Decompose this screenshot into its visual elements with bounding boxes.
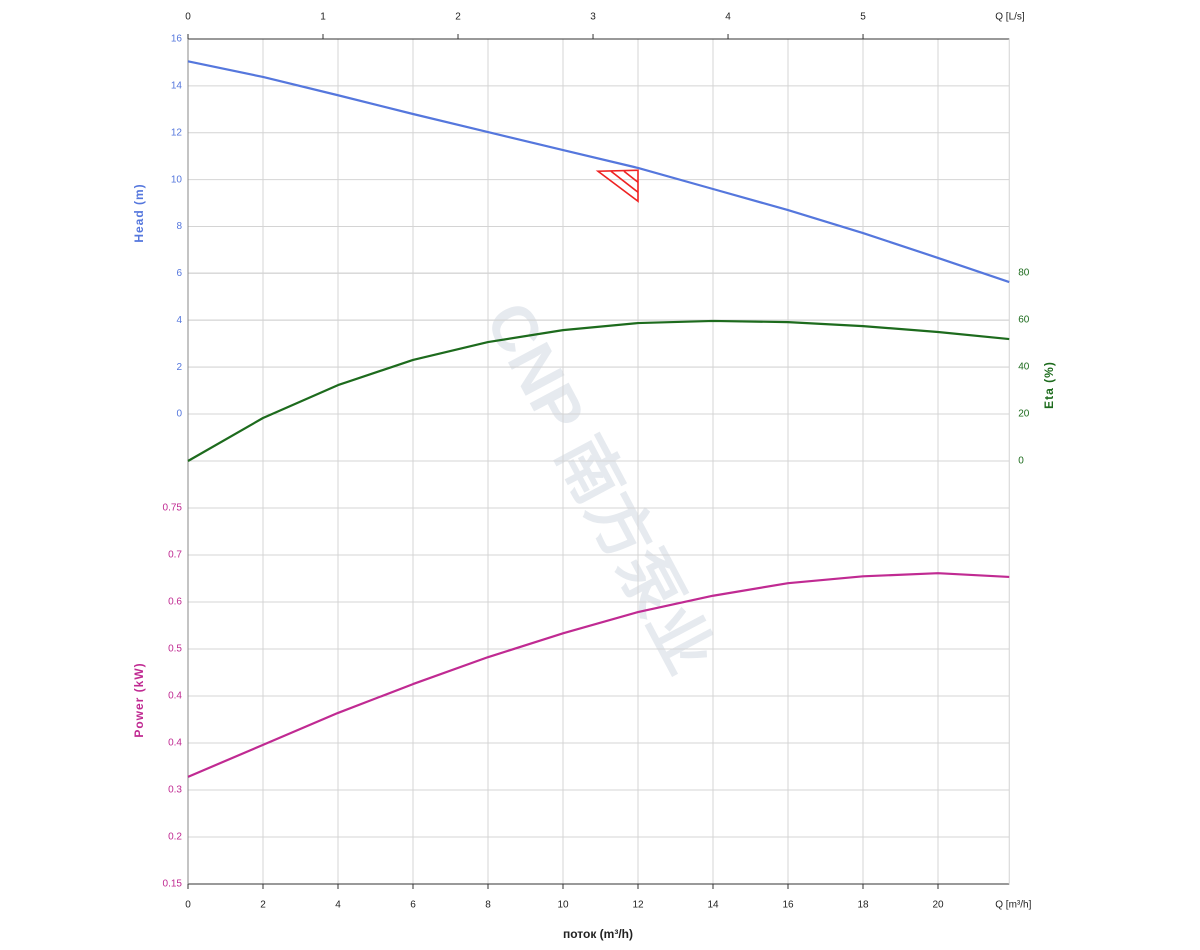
- x-tick-label: 16: [782, 900, 794, 911]
- y-tick-label: 60: [1018, 315, 1030, 326]
- x-tick-label: 10: [557, 900, 569, 911]
- x-tick-label: 12: [632, 900, 644, 911]
- y-tick-label: 20: [1018, 409, 1030, 420]
- x-tick-label: 8: [485, 900, 491, 911]
- x2-unit: Q [L/s]: [995, 12, 1025, 23]
- curve: [187, 319, 1010, 462]
- x-unit: Q [m³/h]: [995, 900, 1031, 911]
- y-tick-label: 2: [176, 362, 182, 373]
- duty-marker-part: [610, 170, 639, 193]
- y-tick-label: 0.7: [168, 550, 182, 561]
- y-tick-label: 0.3: [168, 785, 182, 796]
- x-tick-label: 18: [857, 900, 869, 911]
- x2-tick-label: 4: [725, 12, 731, 23]
- x2-tick-label: 1: [320, 12, 326, 23]
- y-tick-label: 8: [176, 221, 182, 232]
- axis-title: Power (kW): [132, 662, 146, 737]
- x-axis-title: поток (m³/h): [563, 927, 633, 941]
- x2-tick-label: 0: [185, 12, 191, 23]
- y-tick-label: 10: [171, 174, 183, 185]
- duty-point: [595, 169, 639, 203]
- axis-title: Head (m): [132, 183, 146, 242]
- x2-tick-label: 3: [590, 12, 596, 23]
- x2-tick-label: 2: [455, 12, 461, 23]
- curve: [187, 60, 1010, 284]
- duty-marker-part: [623, 170, 639, 183]
- y-tick-label: 80: [1018, 268, 1030, 279]
- watermark: CNP 南方泵业: [472, 291, 727, 685]
- duty-marker-part: [595, 169, 639, 203]
- y-tick-label: 16: [171, 34, 183, 45]
- y-tick-label: 0: [176, 409, 182, 420]
- y-tick-label: 4: [176, 315, 182, 326]
- x-tick-label: 20: [932, 900, 944, 911]
- x2-tick-label: 5: [860, 12, 866, 23]
- x-tick-label: 14: [707, 900, 719, 911]
- y-tick-label: 40: [1018, 362, 1030, 373]
- y-tick-label: 0.6: [168, 597, 182, 608]
- y-tick-label: 14: [171, 81, 183, 92]
- y-tick-label: 0.4: [168, 738, 182, 749]
- y-tick-label: 0: [1018, 456, 1024, 467]
- x-tick-label: 6: [410, 900, 416, 911]
- y-tick-label: 0.15: [163, 879, 183, 890]
- y-tick-label: 6: [176, 268, 182, 279]
- x-tick-label: 4: [335, 900, 341, 911]
- y-tick-label: 0.75: [163, 503, 183, 514]
- axis-title: Eta (%): [1042, 361, 1056, 409]
- y-tick-label: 12: [171, 127, 183, 138]
- y-tick-label: 0.2: [168, 832, 182, 843]
- x-tick-label: 0: [185, 900, 191, 911]
- curve: [187, 572, 1010, 778]
- x-tick-label: 2: [260, 900, 266, 911]
- y-tick-label: 0.4: [168, 691, 182, 702]
- y-tick-label: 0.5: [168, 644, 182, 655]
